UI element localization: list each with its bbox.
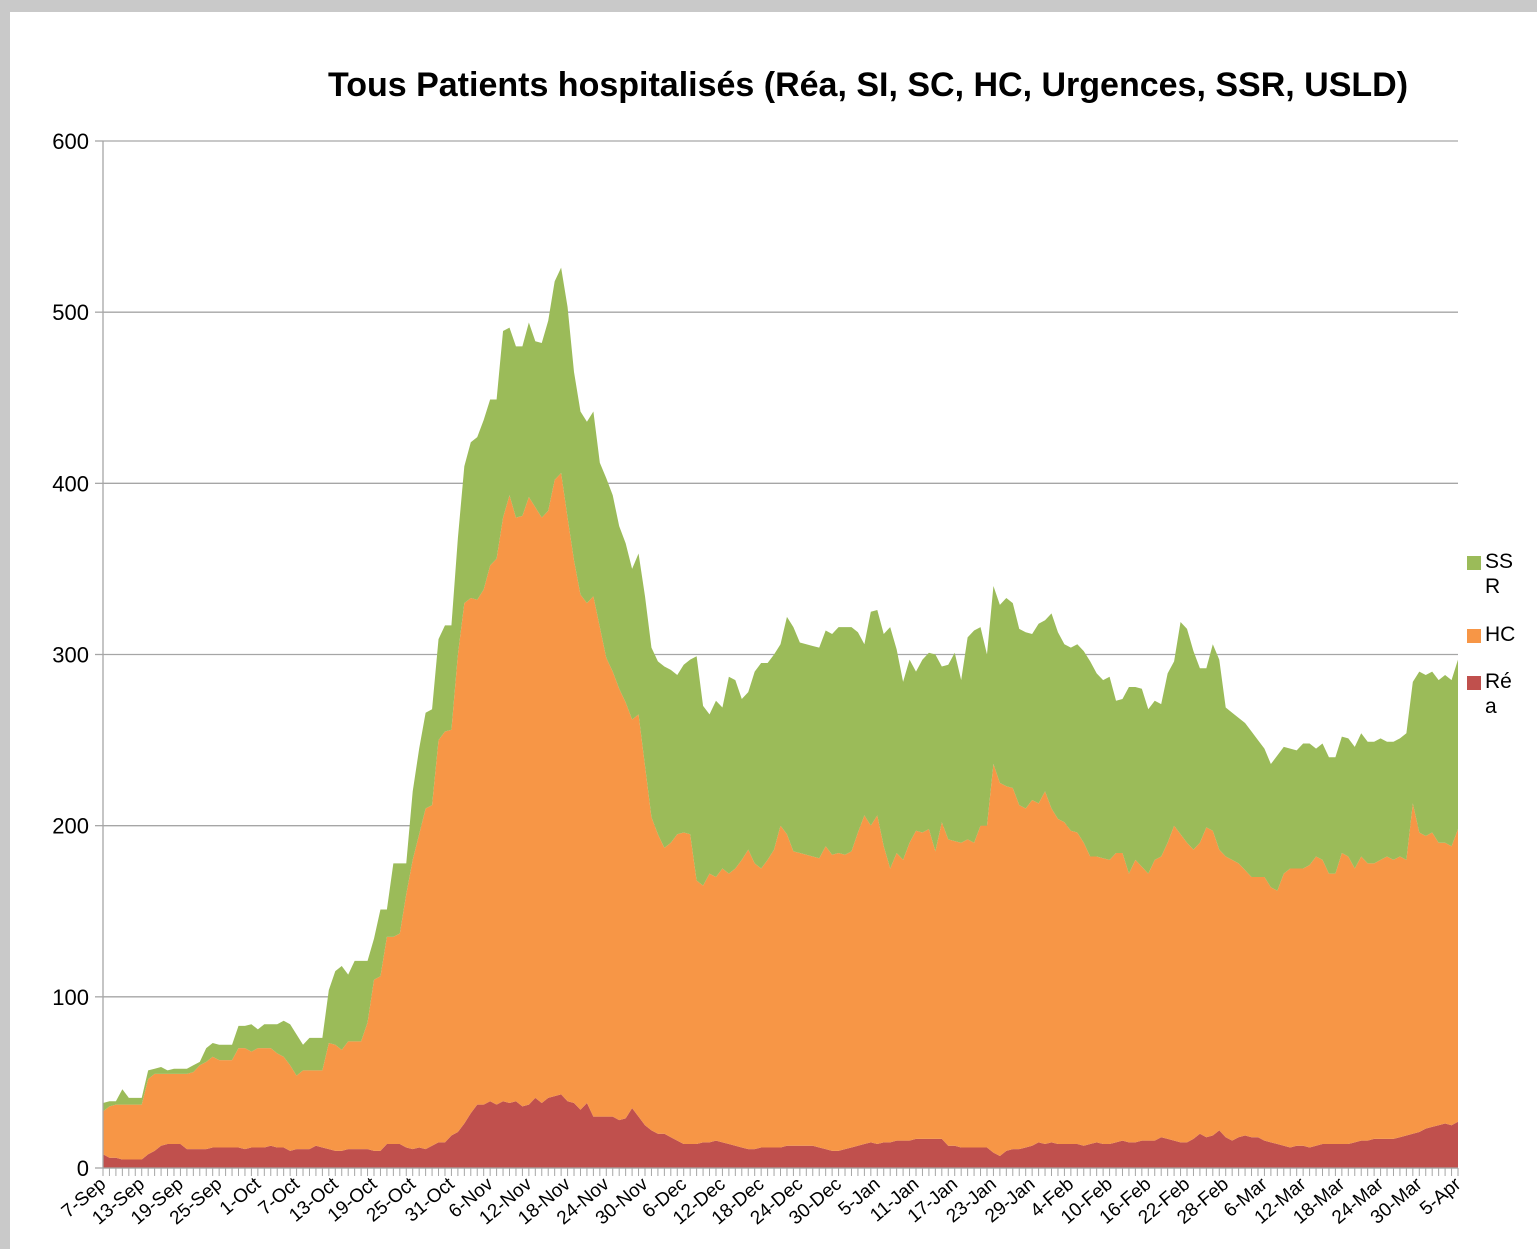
- chart-title: Tous Patients hospitalisés (Réa, SI, SC,…: [328, 66, 1408, 104]
- area: [103, 267, 1458, 1112]
- y-tick-label: 400: [52, 471, 89, 496]
- y-tick-label: 300: [52, 643, 89, 668]
- legend-label: Réa: [1485, 670, 1512, 718]
- area: [103, 1094, 1458, 1168]
- legend-label: HC: [1485, 623, 1516, 646]
- legend-item: HC: [1485, 623, 1516, 646]
- y-tick-label: 100: [52, 985, 89, 1010]
- y-tick-label: 500: [52, 300, 89, 325]
- legend-swatch: [1467, 676, 1481, 690]
- x-tick-label: 5-Apr: [1416, 1173, 1466, 1219]
- legend-label: SSR: [1485, 550, 1514, 598]
- x-tick-label: 1-Oct: [216, 1173, 266, 1219]
- legend-item: Réa: [1485, 670, 1512, 718]
- y-tick-label: 0: [77, 1156, 89, 1181]
- legend-item: SSR: [1485, 550, 1514, 598]
- legend-swatch: [1467, 556, 1481, 570]
- y-tick-label: 200: [52, 814, 89, 839]
- legend-swatch: [1467, 629, 1481, 643]
- y-tick-label: 600: [52, 129, 89, 154]
- area: [103, 473, 1458, 1160]
